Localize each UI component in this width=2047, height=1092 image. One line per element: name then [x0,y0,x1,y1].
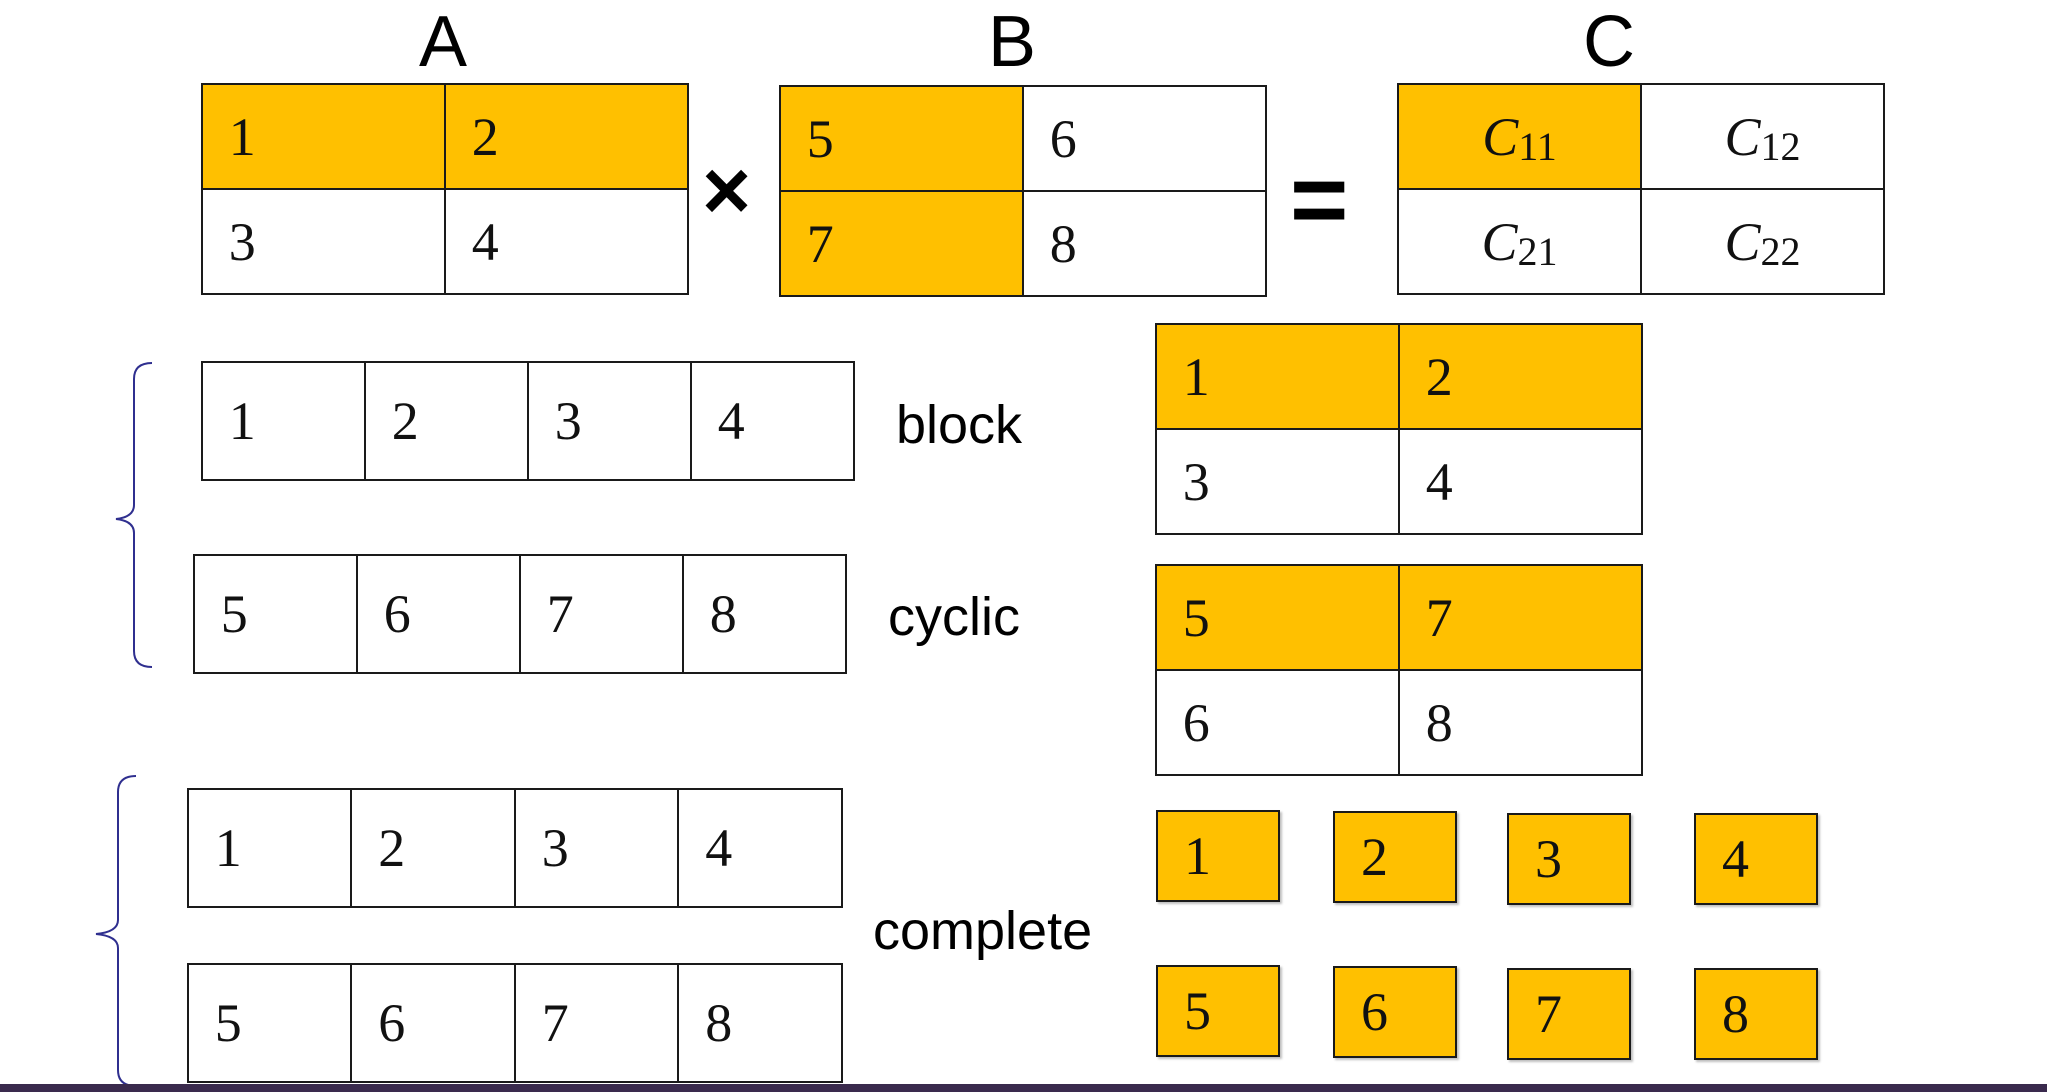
complete-square: 4 [1694,813,1818,905]
matrix-b-cell: 6 [1021,84,1268,193]
matrix-c-cell-21: C 21 [1396,187,1643,296]
complete-square: 7 [1507,968,1631,1060]
complete-square: 8 [1694,968,1818,1060]
complete-square: 3 [1507,813,1631,905]
cyclic-label: cyclic [888,587,1020,647]
block-label: block [896,395,1023,455]
complete-square: 2 [1333,811,1457,903]
complete-square: 1 [1156,810,1280,902]
cyclic-row-cell: 8 [681,553,848,675]
matrix-c-cell-12: C 12 [1639,82,1886,191]
matrix-a-cell: 1 [200,82,447,191]
matrix-c-cell-11: C 11 [1396,82,1643,191]
cyclic-grid: 5 7 6 8 [1154,563,1644,777]
cyclic-row: 5 6 7 8 [192,553,848,675]
cyclic-grid-cell: 5 [1154,563,1401,672]
matrix-b-cell: 5 [778,84,1025,193]
complete-row-2: 5 6 7 8 [186,962,844,1084]
cyclic-row-cell: 5 [192,553,359,675]
complete-row-cell: 2 [350,787,517,909]
matrix-b-cell: 7 [778,189,1025,298]
block-row-cell: 4 [689,360,856,482]
block-grid-cell: 3 [1154,427,1401,536]
cyclic-grid-cell: 7 [1397,563,1644,672]
block-row-cell: 3 [526,360,693,482]
complete-row-cell: 8 [677,962,844,1084]
block-grid-cell: 4 [1397,427,1644,536]
matrix-a: 1 2 3 4 [200,82,690,296]
cyclic-grid-cell: 6 [1154,668,1401,777]
block-row: 1 2 3 4 [200,360,856,482]
times-operator: × [702,143,752,237]
block-grid-cell: 1 [1154,322,1401,431]
complete-square: 5 [1156,965,1280,1057]
complete-row-cell: 5 [186,962,353,1084]
cyclic-grid-cell: 8 [1397,668,1644,777]
cyclic-row-cell: 6 [355,553,522,675]
block-row-cell: 1 [200,360,367,482]
equals-operator: = [1290,144,1349,256]
matrix-b-cell: 8 [1021,189,1268,298]
matrix-c-cell-22: C 22 [1639,187,1886,296]
brace-bottom-icon [95,775,137,1087]
block-row-cell: 2 [363,360,530,482]
block-grid-cell: 2 [1397,322,1644,431]
matrix-c-label: C [1583,2,1635,82]
complete-row-cell: 4 [677,787,844,909]
complete-square: 6 [1333,966,1457,1058]
matrix-b: 5 6 7 8 [778,84,1268,298]
footer-divider [0,1084,2047,1092]
matrix-a-cell: 3 [200,187,447,296]
matrix-b-label: B [988,2,1037,82]
matrix-a-label: A [419,2,468,82]
matrix-a-cell: 2 [443,82,690,191]
complete-row-cell: 1 [186,787,353,909]
brace-top-icon [115,362,153,668]
complete-row-cell: 6 [350,962,517,1084]
complete-row-1: 1 2 3 4 [186,787,844,909]
cyclic-row-cell: 7 [518,553,685,675]
complete-row-cell: 7 [513,962,680,1084]
matrix-a-cell: 4 [443,187,690,296]
complete-row-cell: 3 [513,787,680,909]
matrix-c: C 11 C 12 C 21 C 22 [1396,82,1886,296]
complete-label: complete [873,901,1093,961]
block-grid: 1 2 3 4 [1154,322,1644,536]
